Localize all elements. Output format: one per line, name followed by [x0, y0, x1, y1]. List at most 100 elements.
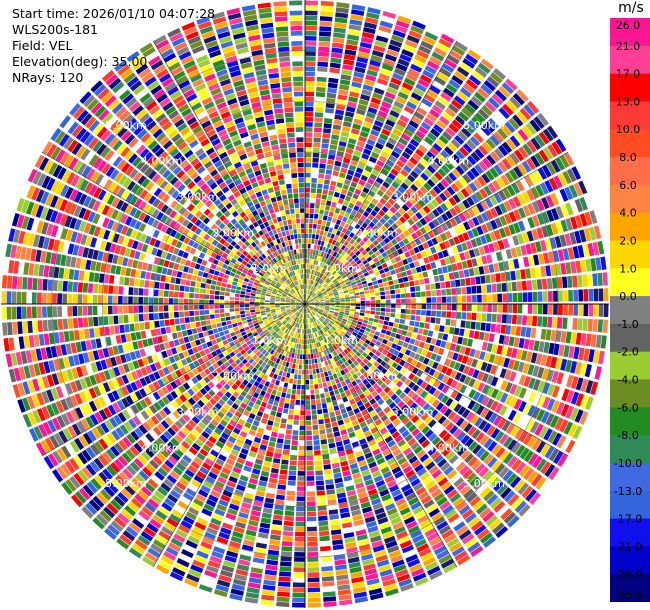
gate-cell [344, 312, 350, 316]
gate-cell [210, 517, 222, 526]
gate-cell [326, 489, 336, 495]
gate-cell [296, 491, 305, 497]
gate-cell [505, 155, 516, 167]
gate-cell [314, 276, 317, 281]
gate-cell [285, 345, 289, 351]
gate-cell [314, 265, 318, 271]
gate-cell [392, 128, 402, 137]
gate-cell [518, 504, 531, 517]
gate-cell [470, 95, 483, 107]
gate-cell [411, 459, 421, 469]
gate-cell [297, 481, 305, 486]
gate-cell [368, 134, 378, 142]
gate-cell [467, 119, 479, 131]
gate-cell [365, 293, 370, 298]
gate-cell [384, 453, 394, 461]
gate-cell [444, 230, 453, 239]
gate-cell [458, 111, 470, 122]
gate-cell [392, 559, 405, 568]
gate-cell [358, 135, 367, 143]
gate-cell [450, 369, 458, 379]
gate-cell [430, 161, 440, 171]
gate-cell [380, 225, 387, 233]
gate-cell [468, 74, 482, 86]
gate-cell [530, 242, 537, 254]
gate-cell [487, 304, 492, 313]
gate-cell [365, 225, 372, 232]
gate-cell [313, 296, 318, 299]
gate-cell [309, 300, 315, 303]
gate-cell [496, 283, 502, 293]
gate-cell [349, 19, 363, 26]
gate-cell [431, 512, 443, 522]
gate-cell [531, 279, 538, 290]
gate-cell [362, 506, 373, 514]
gate-cell [532, 215, 540, 227]
gate-cell [346, 489, 357, 497]
gate-cell [427, 419, 437, 428]
gate-cell [428, 344, 435, 352]
gate-cell [306, 308, 309, 313]
gate-cell [498, 356, 506, 367]
gate-cell [439, 242, 446, 251]
gate-cell [500, 487, 512, 499]
gate-cell [339, 79, 351, 86]
gate-cell [563, 152, 575, 166]
gate-cell [410, 529, 423, 539]
ppi-scan-plot: 1.0km1.0km1.0km1.0km2.00km2.00km2.00km2.… [1, 0, 609, 608]
gate-cell [480, 200, 489, 211]
gate-cell [397, 173, 406, 182]
gate-cell [351, 419, 359, 427]
gate-cell [321, 449, 329, 455]
gate-cell [257, 532, 269, 539]
gate-cell [487, 457, 498, 469]
gate-cell [330, 233, 336, 239]
gate-cell [324, 297, 330, 300]
gate-cell [185, 539, 198, 549]
gate-cell [361, 409, 369, 416]
gate-cell [173, 339, 180, 347]
gate-cell [332, 228, 338, 235]
gate-cell [356, 237, 362, 244]
gate-cell [440, 558, 455, 569]
gate-cell [281, 459, 289, 465]
gate-cell [374, 394, 382, 402]
gate-cell [366, 456, 375, 464]
gate-cell [415, 130, 426, 139]
gate-cell [307, 526, 317, 532]
gate-cell [338, 403, 345, 410]
gate-cell [545, 355, 553, 368]
gate-cell [326, 164, 334, 170]
gate-cell [369, 229, 376, 236]
gate-cell [517, 304, 523, 314]
gate-cell [340, 272, 346, 277]
gate-cell [445, 83, 458, 94]
gate-cell [232, 493, 243, 502]
gate-cell [215, 458, 225, 467]
gate-cell [296, 354, 300, 359]
gate-cell [349, 398, 356, 405]
gate-cell [415, 361, 422, 369]
gate-cell [142, 339, 149, 348]
gate-cell [430, 283, 436, 290]
gate-cell [457, 202, 467, 212]
gate-cell [360, 345, 367, 351]
gate-cell [368, 260, 375, 266]
gate-cell [587, 318, 593, 332]
gate-cell [324, 308, 330, 311]
gate-cell [195, 321, 201, 328]
gate-cell [379, 353, 386, 360]
gate-cell [332, 124, 342, 131]
gate-cell [329, 294, 334, 298]
gate-cell [471, 295, 477, 303]
gate-cell [305, 339, 308, 345]
gate-cell [317, 219, 323, 225]
gate-cell [333, 323, 339, 328]
gate-cell [314, 127, 322, 133]
gate-cell [309, 269, 312, 275]
gate-cell [338, 424, 346, 431]
gate-cell [305, 374, 309, 380]
gate-cell [284, 439, 291, 445]
gate-cell [464, 453, 475, 464]
gate-cell [288, 362, 293, 368]
